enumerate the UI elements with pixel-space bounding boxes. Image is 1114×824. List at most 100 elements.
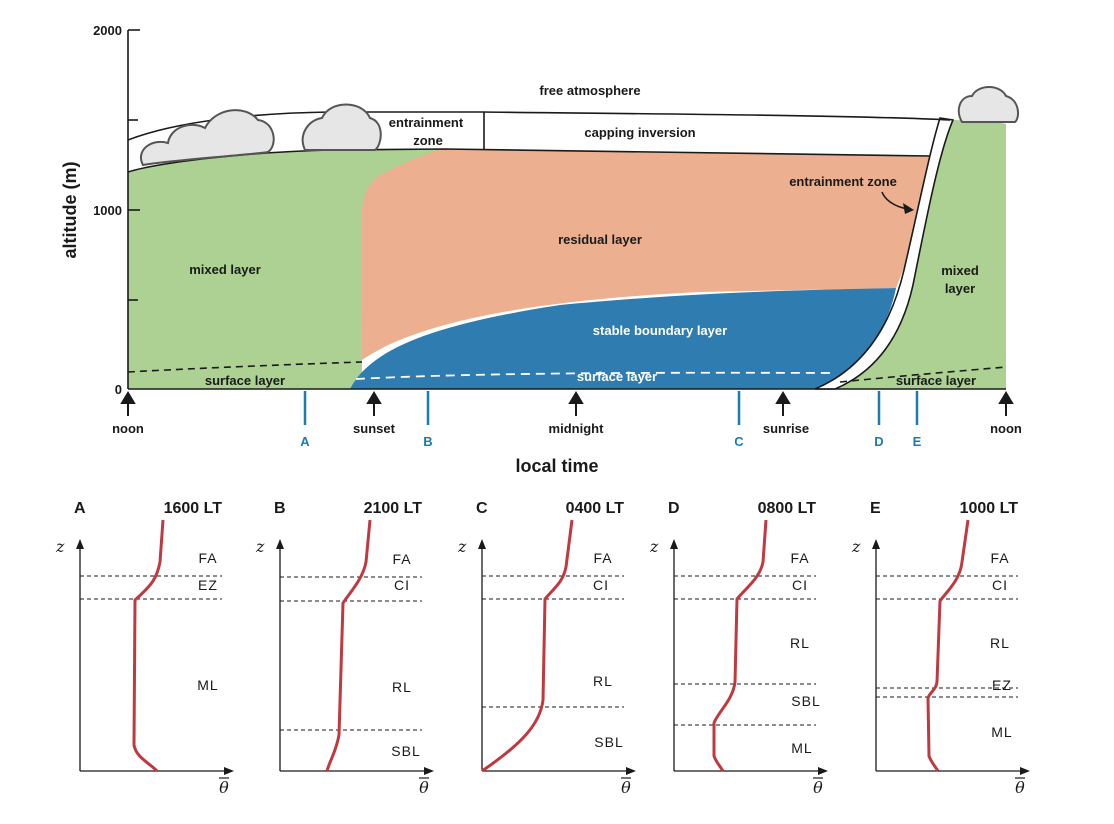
profile-layer-label: EZ <box>198 577 218 593</box>
cloud-icon <box>301 103 382 151</box>
profile-panel-a: A 1600 LT z θ FA EZ ML <box>55 500 234 797</box>
profile-layer-label: FA <box>593 550 612 566</box>
profile-layer-label: EZ <box>992 677 1012 693</box>
profile-layer-label: CI <box>593 577 609 593</box>
y-axis-label: altitude (m) <box>60 161 80 258</box>
profile-layer-label: RL <box>392 679 412 695</box>
profile-layer-label: RL <box>593 673 613 689</box>
profile-markers <box>303 391 919 425</box>
profile-layer-label: CI <box>792 577 808 593</box>
profile-panels: A 1600 LT z θ FA EZ ML B 2100 LT z θ FA CI RL SBL C 0400… <box>55 500 1030 797</box>
profile-theta-label: θ <box>813 778 823 797</box>
profile-layer-label: SBL <box>791 693 820 709</box>
time-arrows <box>120 391 1014 416</box>
axis-arrowhead <box>872 539 880 549</box>
marker-label: C <box>734 434 744 449</box>
profile-layer-label: ML <box>791 740 812 756</box>
profile-z-label: z <box>457 537 467 556</box>
profile-theta-label: θ <box>621 778 631 797</box>
arrowhead <box>903 203 914 214</box>
profile-layer-label: FA <box>198 550 217 566</box>
marker-label: D <box>874 434 883 449</box>
time-midnight: midnight <box>549 421 605 436</box>
profile-layer-label: CI <box>992 577 1008 593</box>
label-mixed-right-1: mixed <box>941 263 979 278</box>
profile-theta-label: θ <box>1015 778 1025 797</box>
surface-layer-line-right <box>839 366 1007 383</box>
theta-profile-curve <box>926 519 970 772</box>
mixed-layer-right-area <box>815 120 1006 389</box>
profile-layer-label: ML <box>991 724 1012 740</box>
axis-arrowhead <box>478 539 486 549</box>
label-free-atmosphere: free atmosphere <box>539 83 640 98</box>
y-tick-label: 1000 <box>93 203 122 218</box>
profile-z-label: z <box>851 537 861 556</box>
label-surface-layer-left: surface layer <box>205 373 285 388</box>
profile-layer-label: RL <box>990 635 1010 651</box>
profile-time: 2100 LT <box>364 500 423 517</box>
label-entrainment: entrainment <box>389 115 464 130</box>
profile-z-label: z <box>55 537 65 556</box>
label-mixed-right-2: layer <box>945 281 975 296</box>
theta-profile-curve <box>712 519 768 772</box>
profile-z-label: z <box>649 537 659 556</box>
label-surface-layer-mid: surface layer <box>577 369 657 384</box>
axis-arrowhead <box>626 767 636 775</box>
x-axis-label: local time <box>515 456 598 476</box>
label-surface-layer-right: surface layer <box>896 373 976 388</box>
y-tick-label: 2000 <box>93 23 122 38</box>
profile-layer-label: ML <box>197 677 218 693</box>
profile-layer-label: RL <box>790 635 810 651</box>
theta-profile-curve <box>481 519 574 773</box>
marker-label: E <box>913 434 922 449</box>
axis-arrowhead <box>1020 767 1030 775</box>
axis-arrowhead <box>424 767 434 775</box>
profile-letter: A <box>74 500 86 517</box>
profile-panel-d: D 0800 LT z θ FA CI RL SBL ML <box>649 500 828 797</box>
capping-inversion-outline <box>127 111 951 141</box>
profile-layer-label: SBL <box>391 743 420 759</box>
profile-layer-label: FA <box>790 550 809 566</box>
axis-arrowhead <box>670 539 678 549</box>
marker-label: B <box>423 434 432 449</box>
cloud-icon <box>957 86 1020 123</box>
profile-time: 1600 LT <box>164 500 223 517</box>
cloud-icon <box>140 109 275 167</box>
axis-arrowhead <box>76 539 84 549</box>
label-zone: zone <box>413 133 443 148</box>
profile-panel-c: C 0400 LT z θ FA CI RL SBL <box>457 500 636 797</box>
surface-layer-line-mid <box>355 371 831 380</box>
time-sunset: sunset <box>353 421 396 436</box>
stable-boundary-layer-area <box>350 288 896 389</box>
profile-layer-label: FA <box>392 551 411 567</box>
profile-theta-label: θ <box>419 778 429 797</box>
time-sunrise: sunrise <box>763 421 809 436</box>
axis-arrowhead <box>276 539 284 549</box>
profile-z-label: z <box>255 537 265 556</box>
marker-label: A <box>300 434 310 449</box>
label-mixed-layer-left: mixed layer <box>189 262 261 277</box>
label-capping-inversion: capping inversion <box>584 125 695 140</box>
label-stable-boundary-layer: stable boundary layer <box>593 323 727 338</box>
axis-arrowhead <box>818 767 828 775</box>
theta-profile-curve <box>325 519 372 772</box>
profile-layer-label: SBL <box>594 734 623 750</box>
profile-panel-b: B 2100 LT z θ FA CI RL SBL <box>255 500 434 797</box>
time-noon-left: noon <box>112 421 144 436</box>
axis-arrowhead <box>224 767 234 775</box>
profile-time: 0800 LT <box>758 500 817 517</box>
y-tick-label: 0 <box>115 382 122 397</box>
profile-letter: E <box>870 500 881 517</box>
profile-letter: D <box>668 500 680 517</box>
surface-layer-line-left <box>127 361 363 373</box>
residual-layer-area <box>362 149 930 360</box>
profile-letter: C <box>476 500 488 517</box>
profile-theta-label: θ <box>219 778 229 797</box>
label-residual-layer: residual layer <box>558 232 642 247</box>
theta-profile-curve <box>132 519 165 773</box>
top-diagram: 2000 1000 0 altitude (m) local time free… <box>60 23 1022 476</box>
time-noon-right: noon <box>990 421 1022 436</box>
profile-time: 0400 LT <box>566 500 625 517</box>
profile-layer-label: CI <box>394 577 410 593</box>
